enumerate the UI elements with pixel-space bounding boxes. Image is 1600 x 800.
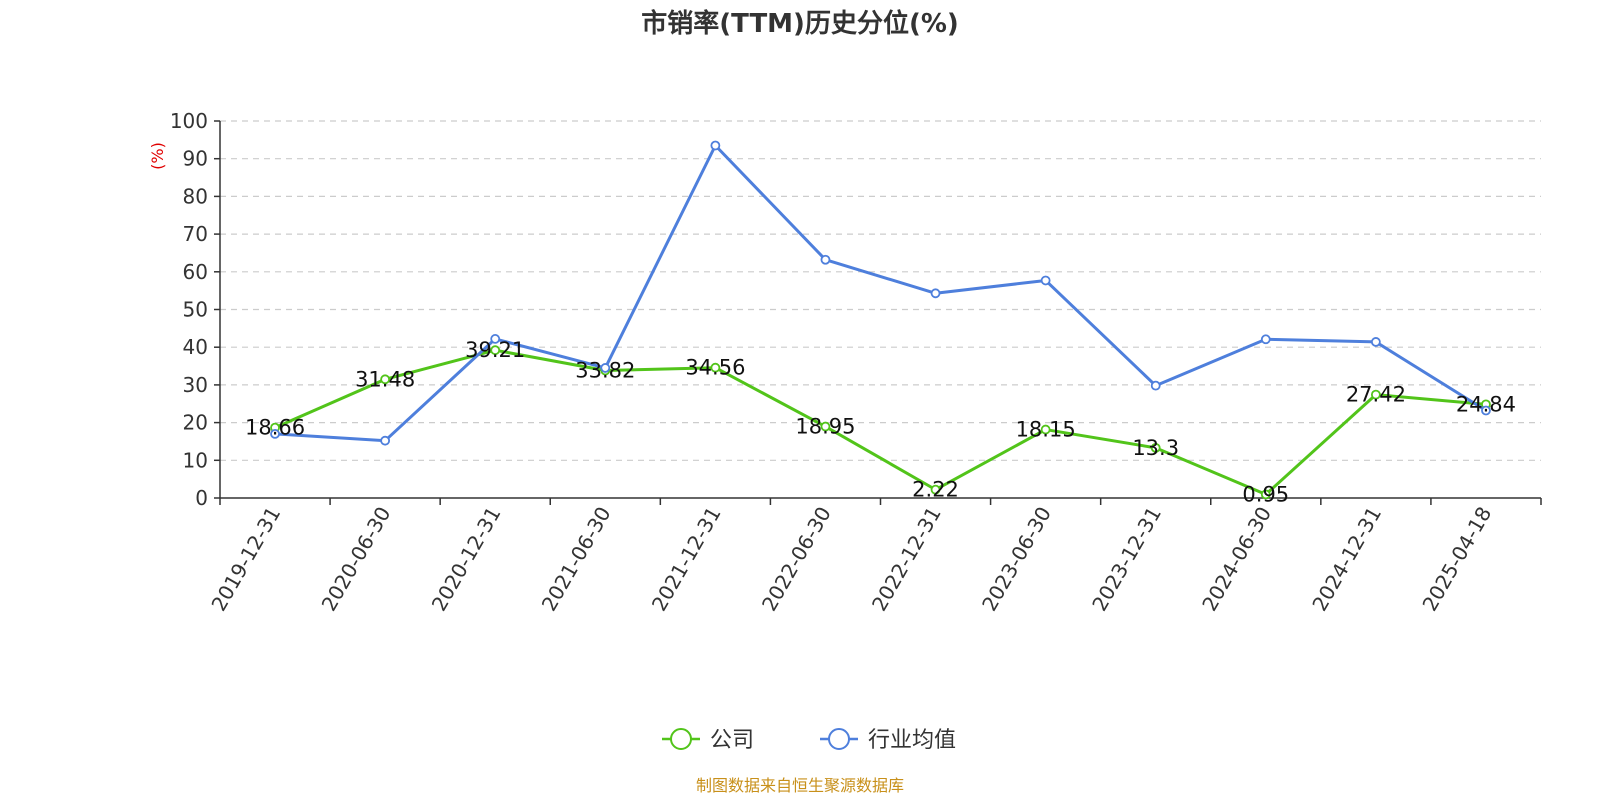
x-tick-label: 2024-12-31 xyxy=(1307,503,1386,616)
y-tick-label: 20 xyxy=(183,411,208,435)
data-label: 34.56 xyxy=(685,356,745,380)
legend-label: 公司 xyxy=(710,728,754,753)
y-tick-label: 30 xyxy=(183,373,208,397)
x-tick-label: 2023-06-30 xyxy=(977,503,1056,616)
x-tick-label: 2022-12-31 xyxy=(867,503,946,616)
data-point xyxy=(710,140,721,151)
data-point xyxy=(1260,489,1271,500)
data-point xyxy=(930,288,941,299)
y-tick-label: 80 xyxy=(183,184,208,208)
x-tick-label: 2020-06-30 xyxy=(317,503,396,616)
data-label: 2.22 xyxy=(912,478,959,502)
legend-label: 行业均值 xyxy=(868,728,956,753)
y-tick-label: 70 xyxy=(183,222,208,246)
data-label: 18.95 xyxy=(795,415,855,439)
data-point xyxy=(490,334,501,344)
x-tick-label: 2019-12-31 xyxy=(206,503,285,616)
y-tick-label: 40 xyxy=(183,335,208,359)
data-label: 24.84 xyxy=(1456,392,1516,416)
data-point xyxy=(1481,405,1491,416)
x-tick-label: 2022-06-30 xyxy=(757,503,836,616)
data-label: 33.82 xyxy=(575,358,635,382)
data-point xyxy=(1370,389,1381,400)
y-tick-label: 60 xyxy=(183,260,208,284)
axes: 0 10 20 30 40 50 60 70 80 90 100 2019-12-31 2020-06-… xyxy=(170,109,1542,616)
y-tick-label: 100 xyxy=(170,109,208,133)
data-point xyxy=(270,429,280,439)
data-label: 27.42 xyxy=(1346,383,1406,407)
source-note: 制图数据来自恒生聚源数据库 xyxy=(696,776,904,795)
x-tick-label: 2021-06-30 xyxy=(537,503,616,616)
x-tick-label: 2025-04-18 xyxy=(1417,503,1496,616)
series-line xyxy=(274,144,1487,443)
y-tick-label: 50 xyxy=(183,298,208,322)
legend-marker xyxy=(670,728,692,750)
data-point xyxy=(930,484,941,495)
x-tick-label: 2021-12-31 xyxy=(647,503,726,616)
data-point xyxy=(710,362,721,373)
data-label: 13.3 xyxy=(1132,436,1179,460)
y-tick-label: 0 xyxy=(195,486,208,510)
data-point xyxy=(1150,442,1161,453)
data-label: 39.21 xyxy=(465,338,525,362)
data-label: 0.95 xyxy=(1242,482,1289,506)
data-point xyxy=(1040,424,1051,435)
y-tick-label: 90 xyxy=(183,147,208,171)
x-tick-label: 2024-06-30 xyxy=(1197,503,1276,616)
data-point xyxy=(380,435,391,446)
y-axis-label: (%) xyxy=(148,142,167,170)
series-1 xyxy=(270,140,1491,446)
y-tick-label: 10 xyxy=(183,448,208,472)
legend-marker xyxy=(828,728,850,750)
data-point xyxy=(820,421,831,432)
data-point xyxy=(380,374,391,385)
data-point xyxy=(1370,337,1381,347)
data-point xyxy=(1260,334,1271,345)
legend: 公司 行业均值 xyxy=(662,728,956,753)
grid-lines xyxy=(220,120,1541,461)
series-layer xyxy=(270,140,1491,500)
data-label: 31.48 xyxy=(355,367,415,391)
chart-title: 市销率(TTM)历史分位(%) xyxy=(641,8,959,39)
x-tick-label: 2020-12-31 xyxy=(427,503,506,616)
data-label: 18.66 xyxy=(245,416,305,440)
data-labels: 18.66 31.48 39.21 33.82 34.56 18.95 2.22 18.15 1… xyxy=(245,338,1516,506)
data-point xyxy=(1040,275,1051,286)
data-point xyxy=(490,345,501,356)
data-point xyxy=(600,363,611,373)
data-label: 18.15 xyxy=(1016,418,1076,442)
x-tick-label: 2023-12-31 xyxy=(1087,503,1166,616)
data-point xyxy=(1150,380,1161,391)
data-point xyxy=(820,254,831,265)
